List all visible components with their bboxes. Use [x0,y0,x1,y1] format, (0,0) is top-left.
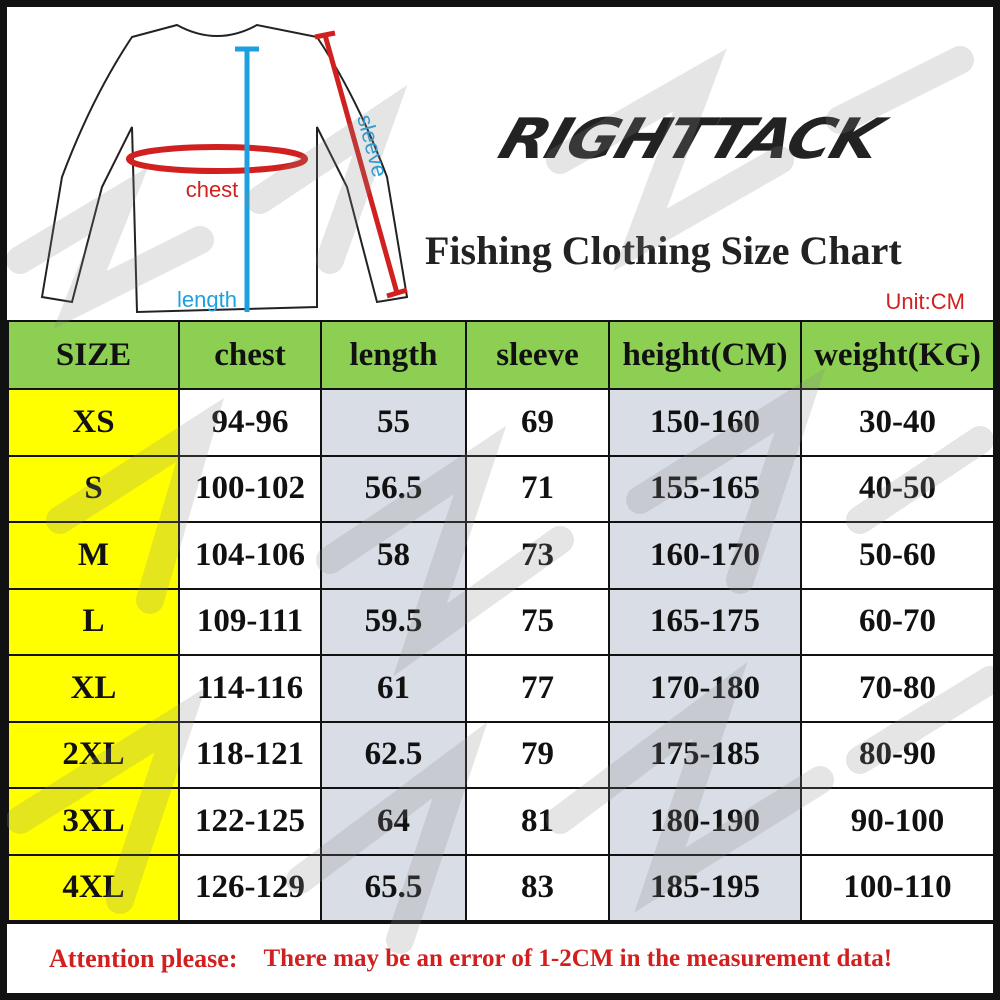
table-cell: 75 [465,587,610,656]
table-cell: 77 [465,654,610,723]
table-cell: 61 [320,654,467,723]
table-cell: 160-170 [608,521,802,590]
table-cell: 80-90 [800,720,995,789]
table-cell: 122-125 [178,787,322,856]
table-cell: 155-165 [608,454,802,523]
column-header: height(CM) [608,320,802,390]
attention-label: Attention please: [49,944,238,973]
table-cell: 59.5 [320,587,467,656]
table-cell: 94-96 [178,388,322,457]
table-row: S 100-102 56.5 71 155-165 40-50 [7,454,995,523]
table-row: XS 94-96 55 69 150-160 30-40 [7,388,995,457]
size-cell: S [7,454,180,523]
table-cell: 30-40 [800,388,995,457]
table-cell: 170-180 [608,654,802,723]
table-cell: 185-195 [608,853,802,922]
table-cell: 126-129 [178,853,322,922]
size-cell: 3XL [7,787,180,856]
table-cell: 165-175 [608,587,802,656]
size-cell: M [7,521,180,590]
size-cell: 2XL [7,720,180,789]
table-row: 3XL 122-125 64 81 180-190 90-100 [7,787,995,856]
table-row: XL 114-116 61 77 170-180 70-80 [7,654,995,723]
page-title: Fishing Clothing Size Chart [425,228,902,273]
table-cell: 40-50 [800,454,995,523]
table-cell: 65.5 [320,853,467,922]
table-row: 4XL 126-129 65.5 83 185-195 100-110 [7,853,995,922]
table-cell: 180-190 [608,787,802,856]
table-cell: 69 [465,388,610,457]
table-cell: 114-116 [178,654,322,723]
column-header: SIZE [7,320,180,390]
table-cell: 109-111 [178,587,322,656]
column-header: weight(KG) [800,320,995,390]
table-cell: 56.5 [320,454,467,523]
table-cell: 100-110 [800,853,995,922]
size-cell: 4XL [7,853,180,922]
size-table: SIZE chest length sleeve height(CM) weight(KG… [7,320,995,922]
table-row: 2XL 118-121 62.5 79 175-185 80-90 [7,720,995,789]
table-cell: 175-185 [608,720,802,789]
chest-label: chest [186,177,239,202]
table-cell: 79 [465,720,610,789]
length-label: length [177,287,237,312]
column-header: chest [178,320,322,390]
table-header-row: SIZE chest length sleeve height(CM) weight(KG… [7,320,995,390]
table-cell: 62.5 [320,720,467,789]
table-cell: 90-100 [800,787,995,856]
table-cell: 81 [465,787,610,856]
table-cell: 100-102 [178,454,322,523]
table-row: L 109-111 59.5 75 165-175 60-70 [7,587,995,656]
size-cell: L [7,587,180,656]
table-cell: 64 [320,787,467,856]
table-cell: 83 [465,853,610,922]
table-cell: 58 [320,521,467,590]
attention-note: There may be an error of 1-2CM in the me… [263,945,893,972]
table-cell: 70-80 [800,654,995,723]
table-cell: 104-106 [178,521,322,590]
table-row: M 104-106 58 73 160-170 50-60 [7,521,995,590]
table-cell: 73 [465,521,610,590]
shirt-diagram: chest length sleeve [40,23,409,314]
header-area: chest length sleeve RIGHTTACK Fishing Cl… [7,7,993,320]
table-cell: 50-60 [800,521,995,590]
column-header: sleeve [465,320,610,390]
table-cell: 60-70 [800,587,995,656]
table-cell: 150-160 [608,388,802,457]
column-header: length [320,320,467,390]
table-cell: 55 [320,388,467,457]
size-cell: XL [7,654,180,723]
footer-note: Attention please: There may be an error … [7,922,993,994]
table-cell: 118-121 [178,720,322,789]
unit-label: Unit:CM [885,289,965,314]
size-cell: XS [7,388,180,457]
table-cell: 71 [465,454,610,523]
